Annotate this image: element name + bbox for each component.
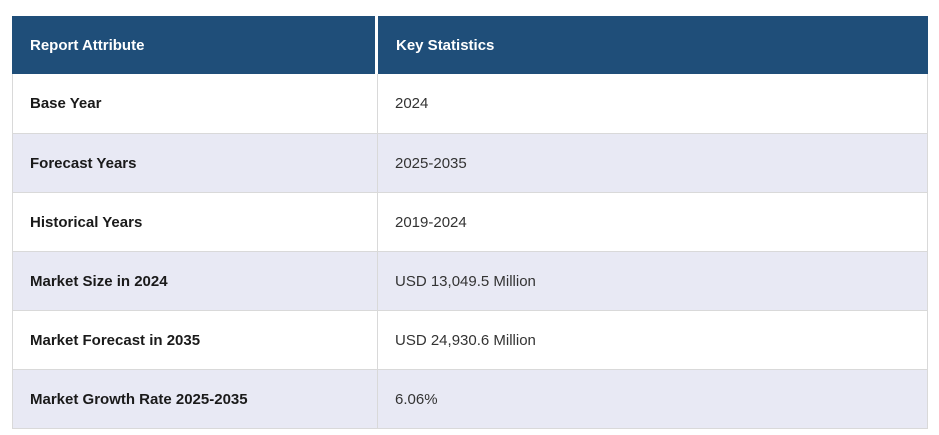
table-body: Base Year 2024 Forecast Years 2025-2035 … bbox=[12, 74, 928, 429]
attribute-cell: Market Size in 2024 bbox=[13, 252, 378, 310]
value-cell: USD 13,049.5 Million bbox=[395, 272, 536, 290]
attribute-cell: Historical Years bbox=[13, 193, 378, 251]
table-row-base-year: Base Year 2024 bbox=[13, 74, 927, 133]
attribute-cell: Forecast Years bbox=[13, 134, 378, 192]
table-header-row: Report Attribute Key Statistics bbox=[12, 16, 928, 74]
attribute-cell: Market Growth Rate 2025-2035 bbox=[13, 370, 378, 428]
table-row-growth-rate: Market Growth Rate 2025-2035 6.06% bbox=[13, 369, 927, 428]
column-header-report-attribute: Report Attribute bbox=[12, 16, 378, 74]
table-row-market-size: Market Size in 2024 USD 13,049.5 Million bbox=[13, 251, 927, 310]
value-cell: USD 24,930.6 Million bbox=[395, 331, 536, 349]
value-cell: 2024 bbox=[395, 95, 429, 112]
attribute-cell: Market Forecast in 2035 bbox=[13, 311, 378, 369]
attribute-cell: Base Year bbox=[13, 74, 378, 133]
table-row-forecast-years: Forecast Years 2025-2035 bbox=[13, 133, 927, 192]
value-cell: 2019-2024 bbox=[395, 213, 467, 231]
value-cell: 2025-2035 bbox=[395, 154, 467, 172]
value-cell: 6.06% bbox=[395, 390, 438, 408]
report-attributes-table: Report Attribute Key Statistics Base Yea… bbox=[12, 16, 928, 429]
table-row-market-forecast: Market Forecast in 2035 USD 24,930.6 Mil… bbox=[13, 310, 927, 369]
column-header-key-statistics: Key Statistics bbox=[396, 36, 495, 54]
table-row-historical-years: Historical Years 2019-2024 bbox=[13, 192, 927, 251]
